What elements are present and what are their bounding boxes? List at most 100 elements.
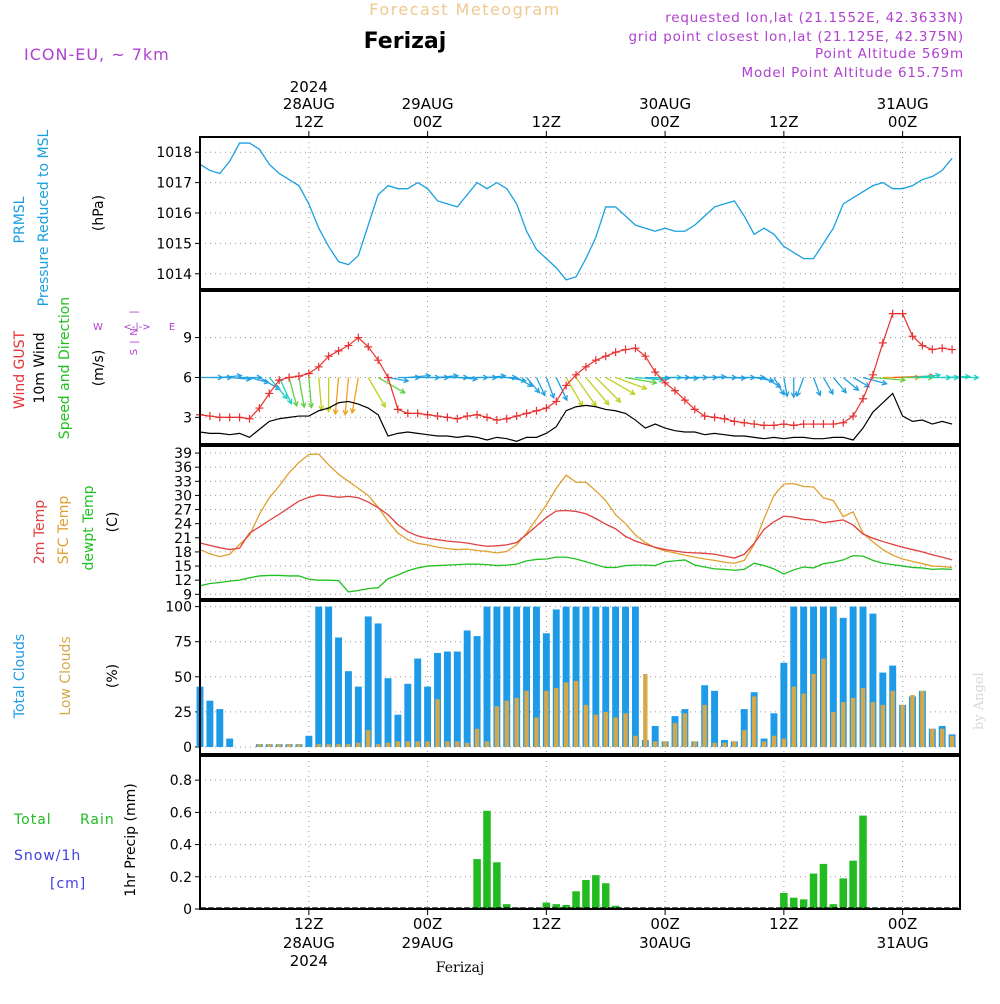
low-cloud-bar	[732, 741, 737, 747]
low-cloud-bar	[672, 723, 678, 747]
wind-dir-label: Speed and Direction	[57, 297, 73, 439]
low-cloud-bar	[455, 741, 460, 747]
low-cloud-bar	[940, 728, 945, 747]
total-cloud-bar	[711, 690, 719, 747]
wind-arrow-head	[864, 382, 871, 388]
snow-unit-label: [cm]	[50, 876, 86, 892]
wind-arrow	[773, 377, 785, 395]
low-cloud-bar	[692, 741, 697, 747]
low-cloud-bar	[286, 744, 292, 747]
temp-ytick-label: 39	[174, 446, 192, 462]
low-cloud-bar	[751, 696, 757, 747]
total-cloud-bar	[493, 606, 501, 747]
temp2m-line	[199, 494, 953, 561]
wind-arrow-head	[900, 376, 907, 383]
wind-panel: 3 6 9	[183, 290, 980, 445]
panels: 1014101510161017101836991215182124273033…	[156, 136, 980, 918]
wind-arrow	[912, 374, 941, 379]
wind-arrow	[832, 377, 847, 394]
pressure-ytick-label: 1015	[156, 236, 192, 252]
gust-marker	[354, 333, 363, 342]
total-cloud-bar	[859, 606, 867, 747]
low-cloud-bar	[425, 741, 430, 747]
low-cloud-bar	[603, 711, 608, 747]
temp-ytick-label: 21	[174, 531, 192, 547]
gust-marker	[245, 414, 254, 423]
gust-marker	[641, 352, 650, 361]
total-cloud-bar	[384, 678, 392, 747]
rain-label: Rain	[80, 812, 115, 828]
low-cloud-bar	[930, 728, 935, 747]
location-title: Ferizaj	[364, 29, 447, 54]
rain-bar	[542, 902, 551, 909]
gust-marker	[304, 369, 313, 378]
wind-arrow-head	[841, 387, 847, 394]
wind-arrow-head	[651, 379, 658, 386]
wind-arrow	[516, 376, 533, 387]
wind-arrow-head	[520, 377, 527, 384]
rain-bar	[849, 860, 857, 909]
bottom-date-label: 29AUG	[402, 934, 454, 952]
precip-ytick-label: 0.2	[170, 870, 192, 886]
temp-ytick-label: 18	[174, 545, 192, 561]
gust-marker	[819, 420, 828, 429]
pressure-ytick-label: 1014	[156, 267, 192, 283]
wind-arrow-head	[282, 393, 288, 400]
total-cloud-bar	[463, 630, 471, 747]
total-cloud-bar	[443, 651, 451, 747]
low-cloud-bar	[415, 741, 420, 747]
total-cloud-bar	[592, 606, 600, 747]
low-cloud-bar	[811, 673, 816, 747]
low-cloud-bar	[821, 658, 826, 747]
precip-panel: 0 0.2 0.4 0.6 0.8	[170, 755, 961, 918]
gust-marker	[651, 368, 660, 377]
wind-label: 10m Wind	[32, 332, 48, 403]
low-cloud-bar	[841, 702, 846, 747]
temp-ytick-label: 24	[174, 517, 192, 533]
low-cloud-bar	[336, 744, 341, 747]
total-cloud-bar	[562, 606, 570, 747]
snow-label: Snow/1h	[14, 848, 81, 864]
low-cloud-bar	[910, 695, 915, 747]
gust-marker	[868, 370, 877, 379]
total-cloud-bar	[622, 606, 629, 747]
top-date-label: 28AUG	[283, 95, 335, 113]
compass-north-bar: |	[129, 310, 140, 313]
low-cloud-bar	[554, 688, 559, 747]
gust-marker	[878, 338, 887, 347]
prmsl-line	[199, 142, 953, 281]
wind-arrow-head	[629, 389, 636, 395]
wind-arrow-head	[740, 375, 747, 382]
low-cloud-bar	[900, 704, 905, 747]
gust-marker	[324, 352, 333, 361]
pressure-unit: (hPa)	[91, 195, 107, 231]
gust-marker	[730, 417, 739, 426]
gust-marker	[621, 345, 630, 354]
wind-arrow-head	[775, 382, 782, 388]
gust-marker	[255, 404, 264, 413]
low-cloud-bar	[890, 690, 895, 747]
gust-marker	[384, 373, 393, 382]
wind-arrow-head	[881, 379, 888, 386]
gust-marker	[908, 332, 917, 341]
rain-bar	[819, 863, 828, 909]
gust-marker	[542, 404, 551, 413]
wind-arrow	[575, 377, 597, 407]
bottom-date-label: 31AUG	[877, 934, 929, 952]
low-cloud-bar	[356, 742, 361, 747]
low-cloud-bar	[722, 742, 727, 747]
top-hour-label: 12Z	[532, 113, 561, 131]
total-cloud-bar	[513, 606, 521, 747]
wind-ytick-label: 3	[183, 410, 192, 426]
gust-marker	[502, 414, 511, 423]
wind-arrow-head	[853, 385, 860, 392]
low-cloud-bar	[375, 744, 381, 747]
gust-marker	[225, 413, 234, 422]
total-cloud-bar	[414, 658, 422, 747]
wind-arrow	[298, 377, 305, 408]
low-cloud-bar	[682, 713, 688, 747]
low-cloud-bar	[702, 704, 707, 747]
low-cloud-bar	[346, 744, 351, 747]
total-cloud-bar	[740, 709, 748, 747]
